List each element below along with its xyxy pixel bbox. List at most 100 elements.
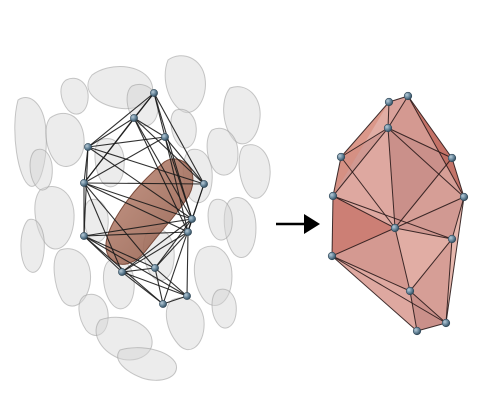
graph-edge — [83, 182, 189, 233]
polyhedron-edge — [387, 101, 390, 129]
polyhedron-vertex — [403, 91, 413, 101]
polyhedron-edge — [331, 227, 396, 257]
polyhedron-vertex — [327, 251, 337, 261]
graph-edge — [87, 136, 166, 148]
graph-edge — [83, 136, 166, 184]
polyhedron-edge — [445, 238, 453, 324]
polyhedron-edge — [394, 227, 453, 240]
graph-edge — [164, 136, 193, 220]
graph-node — [200, 180, 208, 188]
polyhedron-edge — [394, 157, 453, 229]
polyhedron-edge — [445, 196, 465, 324]
graph-edge — [164, 136, 205, 185]
polyhedron-vertices — [327, 91, 469, 336]
graph-edge — [121, 231, 189, 273]
polyhedron-edges — [331, 95, 465, 332]
graph-node — [84, 143, 92, 151]
polyhedron-face — [388, 128, 452, 228]
polyhedron-edge — [331, 255, 411, 292]
polyhedron-vertex — [328, 191, 338, 201]
graph-edge — [83, 146, 89, 237]
graph-edge — [133, 117, 205, 185]
graph-node — [159, 300, 167, 308]
graph-edge — [121, 271, 164, 305]
polyhedron-edge — [331, 195, 334, 257]
graph-edge — [154, 231, 189, 269]
transform-arrow — [276, 214, 320, 234]
polyhedron-vertex — [447, 153, 457, 163]
polyhedron-edge — [407, 95, 453, 159]
graph-edge — [83, 182, 156, 269]
polyhedron-face — [395, 158, 464, 228]
polyhedron-edge — [331, 255, 418, 332]
polyhedron-edge — [332, 195, 453, 240]
graph-edge — [133, 117, 193, 220]
graph-edge — [121, 267, 156, 273]
graph-edge — [83, 231, 189, 237]
graph-edge — [87, 117, 135, 148]
graph-edge — [83, 182, 123, 273]
graph-edge — [133, 117, 166, 138]
graph-edge — [83, 218, 193, 237]
polyhedron-edge — [409, 290, 418, 332]
polyhedron-edge — [387, 127, 396, 229]
graph-edge — [87, 146, 205, 185]
polyhedron-edge — [409, 238, 453, 292]
polyhedron-vertex — [384, 97, 394, 107]
graph-edge — [83, 235, 156, 269]
polyhedron-edge — [331, 255, 447, 324]
graph-node — [130, 114, 138, 122]
graph-edge — [87, 92, 155, 148]
polyhedron-edge — [416, 322, 447, 332]
translucent-cloud — [14, 55, 271, 381]
polyhedron-edge — [332, 127, 389, 197]
polyhedron-face — [332, 228, 410, 291]
polyhedron-edge — [340, 156, 396, 229]
graph-node — [184, 228, 192, 236]
polyhedron-face — [395, 197, 464, 239]
graph-edge — [186, 231, 189, 297]
polyhedron-face — [333, 128, 395, 228]
polyhedron-edge — [332, 195, 396, 229]
polyhedron-edge — [409, 290, 447, 324]
polyhedron-faces — [332, 96, 464, 331]
polyhedron-vertex — [383, 123, 393, 133]
polyhedron-vertex — [441, 318, 451, 328]
graph-node — [80, 179, 88, 187]
graph-edge — [153, 92, 205, 185]
graph-node — [151, 264, 159, 272]
graph-node — [80, 232, 88, 240]
polyhedron-edge — [340, 101, 390, 158]
graph-edge — [153, 92, 193, 220]
polyhedron-edge — [451, 157, 465, 198]
graph-node — [161, 133, 169, 141]
graph-edge — [121, 271, 188, 297]
graph-edge — [83, 235, 188, 297]
polyhedron-edge — [451, 196, 465, 240]
polyhedron-vertex — [336, 152, 346, 162]
polyhedron-edge — [332, 156, 342, 197]
graph-edge — [162, 295, 188, 305]
graph-node — [183, 292, 191, 300]
graph-edge — [83, 182, 193, 220]
graph-node — [188, 215, 196, 223]
polyhedron-edge — [387, 127, 453, 159]
polyhedron-edge — [387, 95, 409, 129]
polyhedron-vertex — [390, 223, 400, 233]
polyhedron-edge — [394, 227, 411, 292]
polyhedron-vertex — [405, 286, 415, 296]
graph-node — [150, 89, 158, 97]
polyhedron-vertex — [412, 326, 422, 336]
polyhedron-face — [332, 196, 395, 256]
graph-node — [118, 268, 126, 276]
polyhedron-face — [395, 228, 452, 291]
graph-edge — [121, 218, 193, 273]
polyhedron-vertex — [447, 234, 457, 244]
graph-edge — [83, 182, 205, 185]
graph-edge — [154, 218, 193, 269]
polyhedron-edge — [407, 95, 465, 198]
polyhedron-face — [410, 291, 446, 331]
polyhedron-edge — [387, 127, 465, 198]
